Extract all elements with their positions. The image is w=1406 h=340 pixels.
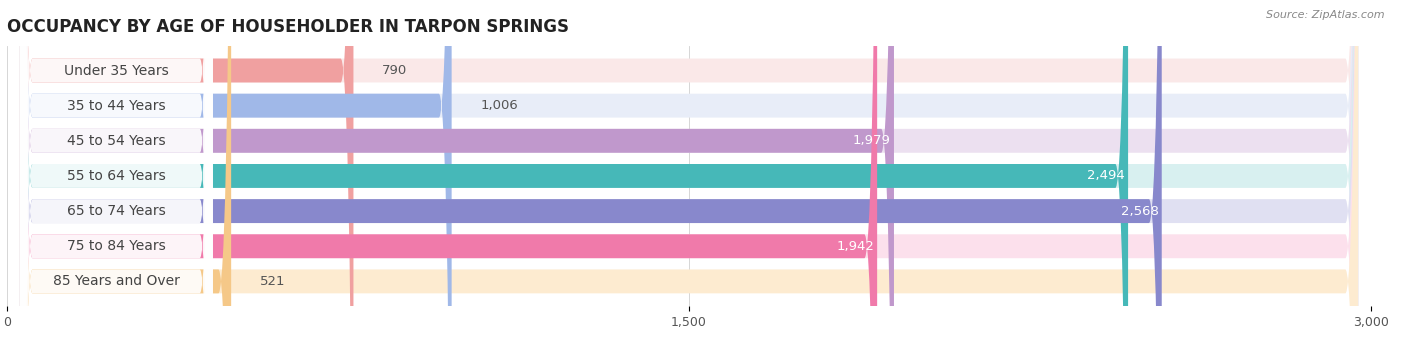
FancyBboxPatch shape xyxy=(20,0,1358,340)
FancyBboxPatch shape xyxy=(20,0,212,340)
FancyBboxPatch shape xyxy=(20,0,877,340)
FancyBboxPatch shape xyxy=(20,0,894,340)
Text: Source: ZipAtlas.com: Source: ZipAtlas.com xyxy=(1267,10,1385,20)
FancyBboxPatch shape xyxy=(20,0,212,340)
Text: 55 to 64 Years: 55 to 64 Years xyxy=(66,169,166,183)
FancyBboxPatch shape xyxy=(20,0,1358,340)
FancyBboxPatch shape xyxy=(20,0,1128,340)
Text: 85 Years and Over: 85 Years and Over xyxy=(52,274,180,288)
FancyBboxPatch shape xyxy=(20,0,212,340)
Text: 1,006: 1,006 xyxy=(481,99,517,112)
Text: 2,494: 2,494 xyxy=(1087,169,1125,183)
Text: 65 to 74 Years: 65 to 74 Years xyxy=(66,204,166,218)
Text: 75 to 84 Years: 75 to 84 Years xyxy=(66,239,166,253)
FancyBboxPatch shape xyxy=(20,0,1161,340)
FancyBboxPatch shape xyxy=(20,0,1358,340)
Text: 790: 790 xyxy=(382,64,408,77)
FancyBboxPatch shape xyxy=(20,0,212,340)
Text: Under 35 Years: Under 35 Years xyxy=(63,64,169,78)
FancyBboxPatch shape xyxy=(20,0,231,340)
FancyBboxPatch shape xyxy=(20,0,353,340)
Text: 2,568: 2,568 xyxy=(1121,205,1159,218)
FancyBboxPatch shape xyxy=(20,0,1358,340)
Text: OCCUPANCY BY AGE OF HOUSEHOLDER IN TARPON SPRINGS: OCCUPANCY BY AGE OF HOUSEHOLDER IN TARPO… xyxy=(7,18,569,36)
FancyBboxPatch shape xyxy=(20,0,451,340)
FancyBboxPatch shape xyxy=(20,0,1358,340)
Text: 45 to 54 Years: 45 to 54 Years xyxy=(67,134,166,148)
FancyBboxPatch shape xyxy=(20,0,212,340)
Text: 1,942: 1,942 xyxy=(837,240,875,253)
Text: 1,979: 1,979 xyxy=(853,134,891,147)
FancyBboxPatch shape xyxy=(20,0,1358,340)
FancyBboxPatch shape xyxy=(20,0,212,340)
FancyBboxPatch shape xyxy=(20,0,212,340)
Text: 35 to 44 Years: 35 to 44 Years xyxy=(67,99,166,113)
Text: 521: 521 xyxy=(260,275,285,288)
FancyBboxPatch shape xyxy=(20,0,1358,340)
